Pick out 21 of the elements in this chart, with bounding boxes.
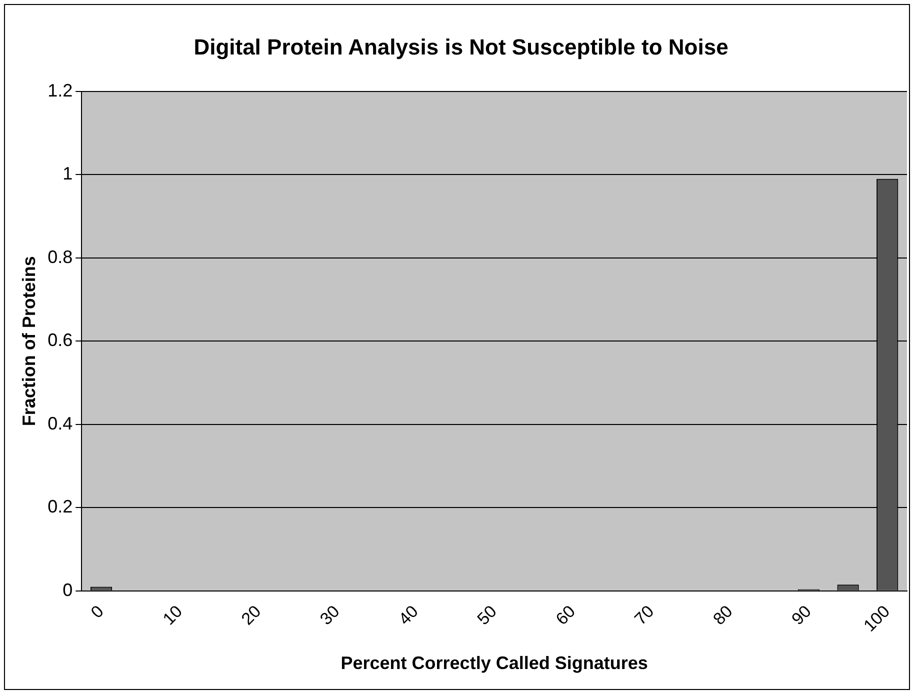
x-tick-label: 80 [709, 602, 736, 629]
y-tick-label: 0.8 [48, 246, 73, 267]
x-tick-label: 0 [87, 602, 108, 622]
x-tick-label: 70 [630, 602, 658, 629]
y-tick-label: 0.4 [48, 413, 73, 434]
chart-title: Digital Protein Analysis is Not Susceptible to Noise [194, 34, 728, 60]
x-tick-label: 50 [474, 602, 500, 629]
y-tick-label: 0.2 [48, 496, 73, 517]
y-tick-label: 1.2 [48, 80, 73, 100]
x-axis-title: Percent Correctly Called Signatures [340, 653, 648, 674]
y-axis-title: Fraction of Proteins [18, 256, 39, 426]
y-tick-label: 1 [62, 164, 73, 184]
x-tick-label: 100 [860, 602, 894, 636]
x-tick-label: 10 [159, 602, 186, 629]
x-tick-label: 60 [552, 602, 580, 629]
x-tick-label: 90 [788, 602, 815, 629]
x-tick-label: 20 [238, 602, 265, 629]
y-tick-label: 0 [62, 580, 73, 600]
x-tick-label: 30 [316, 602, 344, 629]
x-tick-label: 40 [395, 602, 422, 629]
y-tick-label: 0.6 [48, 330, 73, 350]
